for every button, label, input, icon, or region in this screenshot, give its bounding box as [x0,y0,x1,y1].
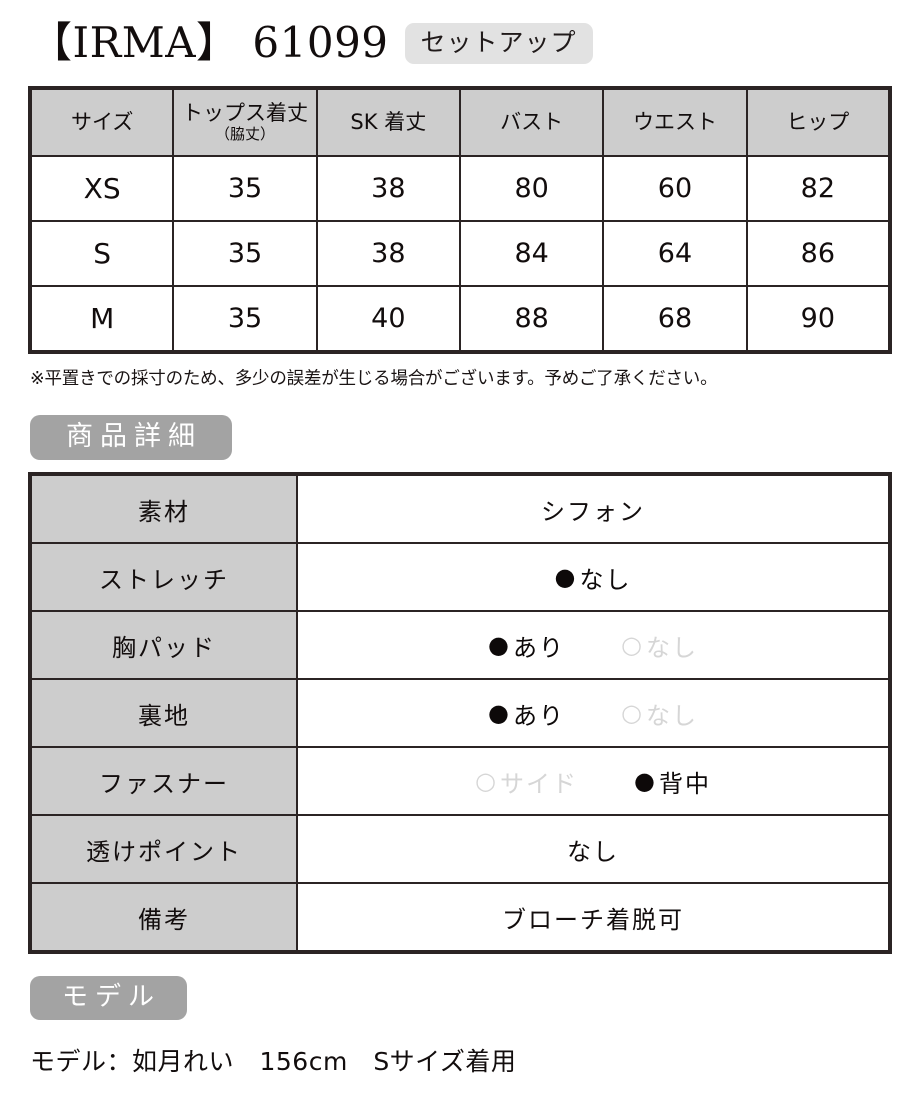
cell-bust: 84 [458,220,605,287]
section-heading-product-detail: 商品詳細 [30,415,232,460]
page-title: 【IRMA】 61099 セットアップ [28,0,892,86]
table-row: 素材 シフォン [29,473,891,544]
option-label: 背中 [658,769,711,798]
column-header-tops-length-label: トップス着丈 [181,101,308,126]
option-lining-yes: ● あり [488,696,565,731]
table-row: 裏地 ● あり ○ なし [29,678,891,748]
measurement-note: ※平置きでの採寸のため、多少の誤差が生じる場合がございます。予めご了承ください。 [30,369,718,389]
detail-value-lining: ● あり ○ なし [296,678,891,748]
cell-sk-length: 38 [315,155,461,222]
detail-value-sheer-point: なし [296,814,891,884]
size-table: サイズ トップス着丈 （脇丈） SK 着丈 バスト ウエスト ヒップ [28,86,892,354]
detail-label-zipper: ファスナー [29,746,298,816]
empty-circle-icon: ○ [621,699,644,727]
filled-circle-icon: ● [634,767,657,795]
product-type-badge: セットアップ [404,22,593,64]
table-row: XS 35 38 80 60 82 [28,155,892,222]
column-header-tops-length: トップス着丈 （脇丈） [172,87,318,157]
option-bust-pad-yes: ● あり [488,628,565,663]
filled-circle-icon: ● [554,563,578,591]
table-row: 備考 ブローチ着脱可 [29,882,891,953]
column-header-sk-length-label: SK 着丈 [350,109,427,134]
option-label: なし [579,565,632,594]
detail-label-remarks: 備考 [29,882,298,953]
filled-circle-icon: ● [488,631,511,659]
cell-size: S [28,220,175,287]
table-row: 胸パッド ● あり ○ なし [29,610,891,680]
table-row: S 35 38 84 64 86 [28,220,892,287]
cell-waist: 64 [602,220,748,287]
product-title-text: 【IRMA】 61099 [30,18,389,67]
empty-circle-icon: ○ [475,767,498,795]
option-lining-no: ○ なし [621,696,698,731]
option-label: あり [513,633,565,662]
section-heading-model: モデル [30,976,188,1020]
cell-hip: 82 [745,155,892,222]
cell-waist: 68 [602,285,748,353]
detail-value-bust-pad: ● あり ○ なし [296,610,891,680]
product-detail-table: 素材 シフォン ストレッチ ● なし 胸パッド [28,472,892,954]
table-row: ファスナー ○ サイド ● 背中 [29,746,891,816]
column-header-hip: ヒップ [745,87,892,157]
detail-value-remarks: ブローチ着脱可 [296,882,891,953]
table-row: M 35 40 88 68 90 [28,285,892,353]
option-label: あり [513,701,565,730]
option-zipper-back: ● 背中 [634,764,711,799]
table-row: ストレッチ ● なし [29,542,891,612]
column-header-waist: ウエスト [602,87,748,157]
detail-label-bust-pad: 胸パッド [29,610,298,680]
table-row: 透けポイント なし [29,814,891,884]
cell-hip: 90 [745,285,892,353]
column-header-hip-label: ヒップ [786,109,850,134]
option-group-stretch: ● なし [299,560,887,595]
cell-size: XS [28,155,175,222]
cell-sk-length: 40 [315,285,461,353]
cell-waist: 60 [602,155,748,222]
detail-value-zipper: ○ サイド ● 背中 [296,746,891,816]
empty-circle-icon: ○ [621,631,644,659]
cell-bust: 88 [458,285,605,353]
cell-hip: 86 [745,220,892,287]
cell-bust: 80 [458,155,605,222]
option-group-lining: ● あり ○ なし [299,696,887,731]
detail-label-stretch: ストレッチ [29,542,298,612]
filled-circle-icon: ● [488,699,511,727]
table-header-row: サイズ トップス着丈 （脇丈） SK 着丈 バスト ウエスト ヒップ [28,87,892,157]
column-header-size-label: サイズ [70,109,134,134]
detail-value-material: シフォン [296,473,891,544]
detail-value-stretch: ● なし [296,542,891,612]
detail-label-material: 素材 [29,473,298,544]
option-label: なし [645,633,698,662]
column-header-bust: バスト [458,87,605,157]
cell-sk-length: 38 [315,220,461,287]
cell-tops-length: 35 [172,220,318,287]
detail-label-sheer-point: 透けポイント [29,814,298,884]
model-info-text: モデル：如月れい 156cm Sサイズ着用 [30,1047,517,1076]
option-group-zipper: ○ サイド ● 背中 [299,764,887,799]
option-group-bust-pad: ● あり ○ なし [299,628,887,663]
option-bust-pad-no: ○ なし [621,628,698,663]
column-header-sk-length: SK 着丈 [315,87,461,157]
cell-tops-length: 35 [172,285,318,353]
option-label: なし [645,701,698,730]
detail-label-lining: 裏地 [29,678,298,748]
option-zipper-side: ○ サイド [475,764,578,799]
option-stretch-none: ● なし [555,560,632,595]
cell-tops-length: 35 [172,155,318,222]
cell-size: M [28,285,175,353]
column-header-tops-length-sub: （脇丈） [214,125,275,144]
column-header-bust-label: バスト [500,109,564,134]
column-header-size: サイズ [28,87,175,157]
option-label: サイド [500,769,578,798]
column-header-waist-label: ウエスト [632,109,717,134]
